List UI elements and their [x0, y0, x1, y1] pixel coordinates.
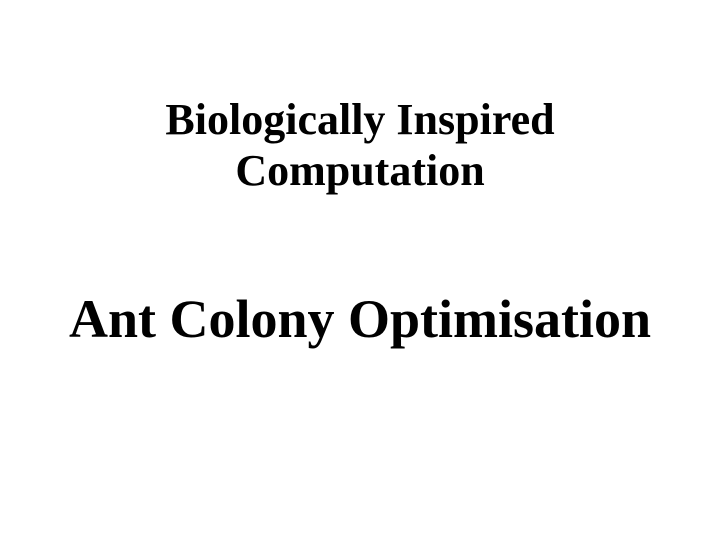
- slide-title: Ant Colony Optimisation: [0, 290, 720, 349]
- slide-container: Biologically Inspired Computation Ant Co…: [0, 0, 720, 540]
- slide-subtitle: Biologically Inspired Computation: [0, 95, 720, 196]
- subtitle-line-2: Computation: [0, 146, 720, 197]
- subtitle-line-1: Biologically Inspired: [0, 95, 720, 146]
